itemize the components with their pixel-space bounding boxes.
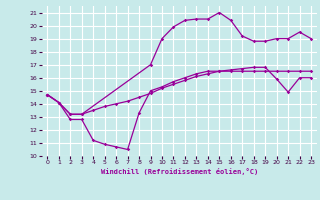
X-axis label: Windchill (Refroidissement éolien,°C): Windchill (Refroidissement éolien,°C) xyxy=(100,168,258,175)
